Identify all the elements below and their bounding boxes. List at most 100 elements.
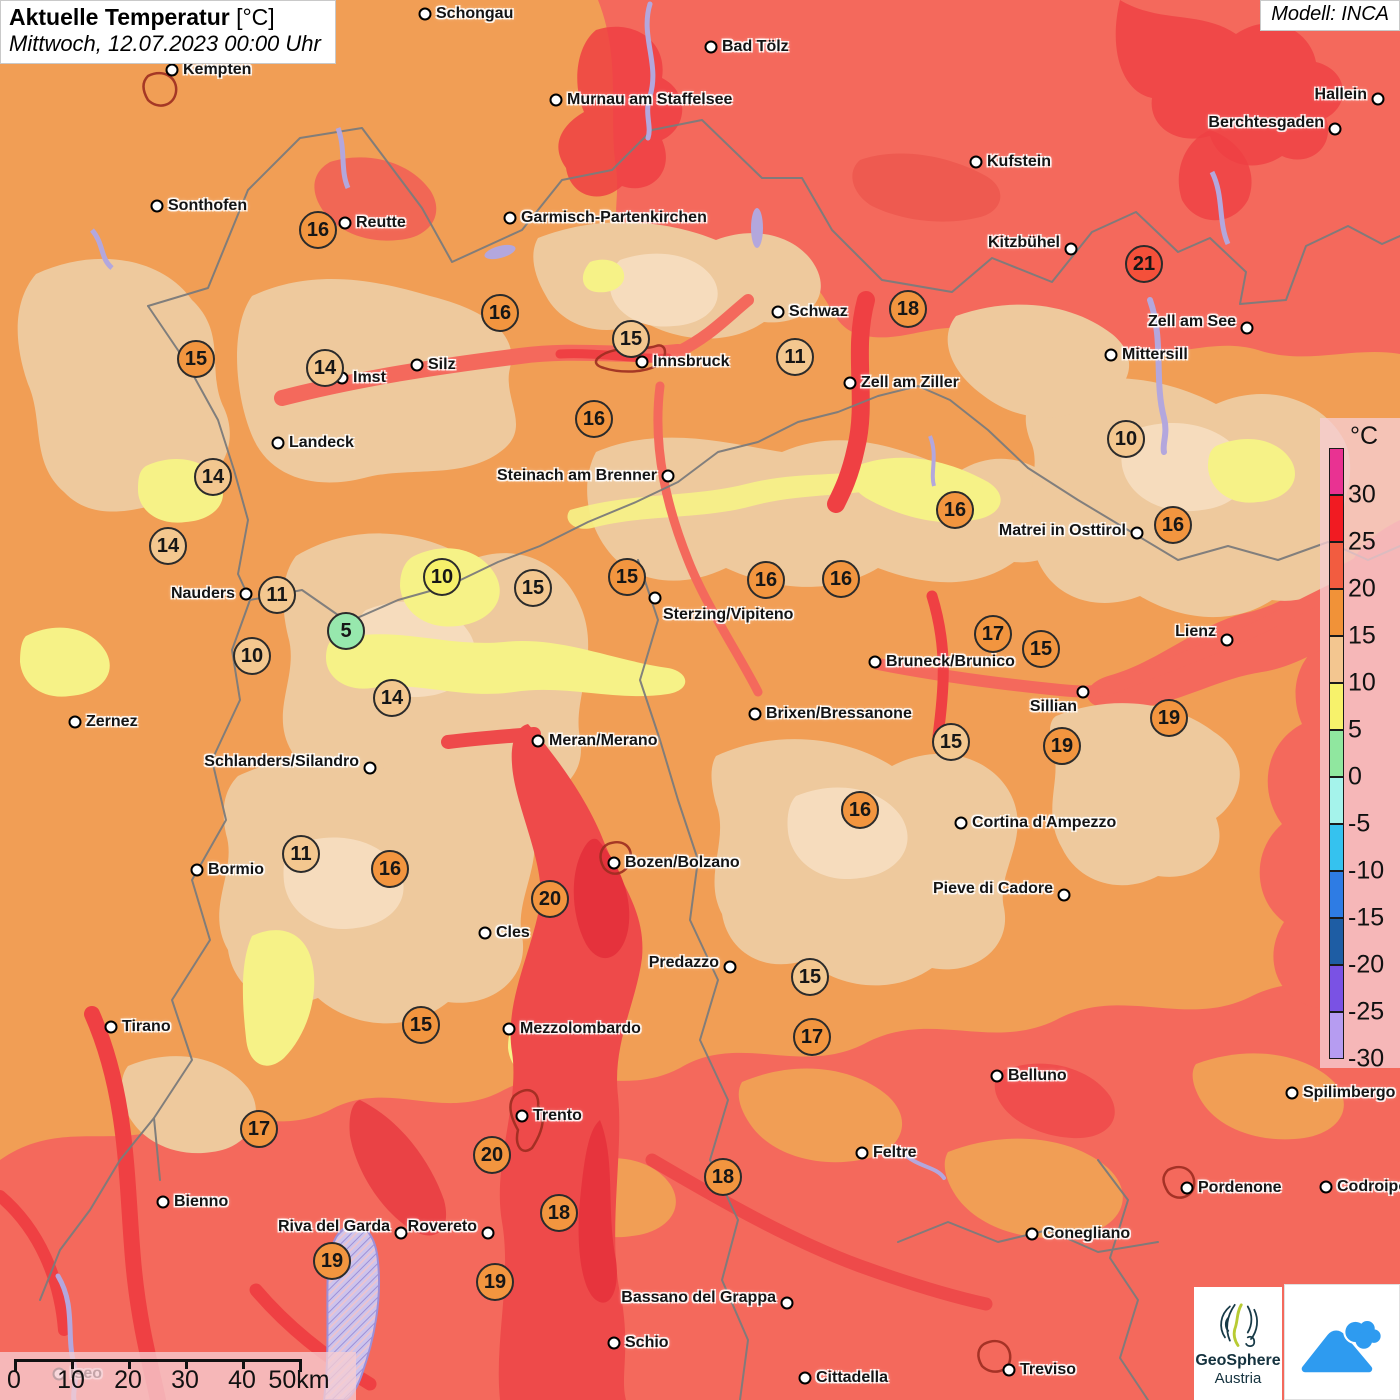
city-dot xyxy=(271,436,285,450)
scalebar-tick xyxy=(242,1359,245,1369)
station-temp: 16 xyxy=(1154,506,1192,544)
city-dot xyxy=(156,1195,170,1209)
city-label: Riva del Garda xyxy=(277,1218,390,1235)
station-temp: 18 xyxy=(704,1158,742,1196)
city-dot xyxy=(1130,526,1144,540)
geosphere-logo: GeoSphere Austria xyxy=(1194,1287,1282,1400)
city-dot xyxy=(969,155,983,169)
title-unit: [°C] xyxy=(236,4,275,30)
scalebar-label: 10 xyxy=(57,1366,85,1394)
city-dot xyxy=(1328,122,1342,136)
city-dot xyxy=(481,1226,495,1240)
legend-tick-label: 0 xyxy=(1348,762,1362,791)
city-label: Trento xyxy=(533,1107,582,1124)
city-dot xyxy=(1220,633,1234,647)
geosphere-wordmark-sub: Austria xyxy=(1214,1370,1262,1388)
legend-color-box xyxy=(1329,683,1344,730)
country-borders xyxy=(39,119,1400,1400)
legend-color-box xyxy=(1329,448,1344,495)
scalebar-tick xyxy=(71,1359,74,1369)
city-label: Garmisch-Partenkirchen xyxy=(521,209,707,226)
city-label: Treviso xyxy=(1020,1361,1077,1378)
city-label: Lienz xyxy=(1175,623,1216,640)
station-temp: 16 xyxy=(841,791,879,829)
geosphere-wordmark: GeoSphere xyxy=(1195,1351,1281,1369)
city-dot xyxy=(1025,1227,1039,1241)
city-dot xyxy=(549,93,563,107)
city-label: Murnau am Staffelsee xyxy=(567,91,733,108)
city-label: Mittersill xyxy=(1122,346,1188,363)
station-temp: 14 xyxy=(373,679,411,717)
city-label: Sterzing/Vipiteno xyxy=(663,606,794,623)
station-temp: 10 xyxy=(423,558,461,596)
station-temp: 19 xyxy=(476,1263,514,1301)
city-dot xyxy=(704,40,718,54)
scalebar-label: 0 xyxy=(7,1366,21,1394)
station-temp: 16 xyxy=(575,400,613,438)
station-temp: 17 xyxy=(793,1018,831,1056)
legend-color-box xyxy=(1329,542,1344,589)
city-label: Zell am Ziller xyxy=(861,374,959,391)
station-temp: 11 xyxy=(776,338,814,376)
city-dot xyxy=(990,1069,1004,1083)
legend-tick-label: 15 xyxy=(1348,621,1376,650)
city-label: Schlanders/Silandro xyxy=(204,753,359,770)
station-temp: 17 xyxy=(240,1110,278,1148)
legend-color-box xyxy=(1329,824,1344,871)
station-temp: 20 xyxy=(531,880,569,918)
city-dot xyxy=(1057,888,1071,902)
legend-tick-label: 20 xyxy=(1348,574,1376,603)
city-label: Belluno xyxy=(1008,1067,1067,1084)
station-temp: 15 xyxy=(1022,630,1060,668)
terrain-shading xyxy=(17,222,1351,1239)
city-dot xyxy=(607,856,621,870)
station-temp: 11 xyxy=(282,835,320,873)
city-label: Bormio xyxy=(208,861,264,878)
city-dot xyxy=(1104,348,1118,362)
city-dot xyxy=(648,591,662,605)
model-label: Modell: INCA xyxy=(1260,0,1400,31)
city-dot xyxy=(1180,1181,1194,1195)
station-temp: 15 xyxy=(402,1006,440,1044)
city-label: Reutte xyxy=(356,214,406,231)
page-title: Aktuelle Temperatur xyxy=(9,4,230,30)
station-temp: 14 xyxy=(194,458,232,496)
city-label: Bad Tölz xyxy=(722,38,789,55)
city-label: Kempten xyxy=(183,61,252,78)
city-dot xyxy=(635,355,649,369)
scalebar-tick xyxy=(299,1359,302,1372)
city-dot xyxy=(798,1371,812,1385)
station-temp: 17 xyxy=(974,615,1012,653)
legend-tick-label: 5 xyxy=(1348,715,1362,744)
legend-color-box xyxy=(1329,777,1344,824)
city-label: Codroipo xyxy=(1337,1178,1400,1195)
city-dot xyxy=(1064,242,1078,256)
city-label: Predazzo xyxy=(648,954,719,971)
scalebar-tick xyxy=(14,1359,17,1372)
station-temp: 14 xyxy=(149,527,187,565)
geosphere-contour-icon xyxy=(1220,1303,1258,1347)
station-temp: 11 xyxy=(258,576,296,614)
city-dot xyxy=(531,734,545,748)
station-temp: 5 xyxy=(327,612,365,650)
station-temp: 10 xyxy=(233,637,271,675)
city-label: Bassano del Grappa xyxy=(621,1289,776,1306)
city-label: Schio xyxy=(625,1334,669,1351)
legend-unit-label: °C xyxy=(1350,422,1379,450)
city-label: Kufstein xyxy=(987,153,1051,170)
city-label: Cortina d'Ampezzo xyxy=(972,814,1117,831)
legend-tick-label: -30 xyxy=(1348,1044,1385,1073)
station-temp: 16 xyxy=(747,561,785,599)
legend-tick-label: 10 xyxy=(1348,668,1376,697)
station-temp: 20 xyxy=(473,1136,511,1174)
city-dot xyxy=(418,7,432,21)
city-dot xyxy=(239,587,253,601)
city-label: Imst xyxy=(353,369,386,386)
city-label: Zell am See xyxy=(1147,313,1236,330)
station-temp: 19 xyxy=(1043,727,1081,765)
scalebar-label: 20 xyxy=(114,1366,142,1394)
legend-color-box xyxy=(1329,918,1344,965)
legend-tick-label: -10 xyxy=(1348,856,1385,885)
city-dot xyxy=(165,63,179,77)
city-label: Kitzbühel xyxy=(988,234,1060,251)
